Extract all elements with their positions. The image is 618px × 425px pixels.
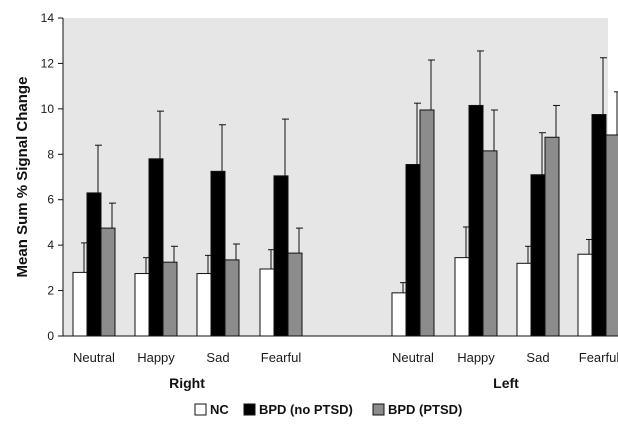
category-label: Happy: [137, 350, 175, 365]
category-label: Sad: [526, 350, 549, 365]
bar-bpd-ptsd: [605, 134, 618, 337]
bar-nc: [516, 262, 532, 337]
bar-bpd-no-ptsd: [148, 158, 164, 337]
bar-bpd-ptsd: [287, 252, 303, 337]
category-label: Fearful: [261, 350, 302, 365]
bar-nc: [134, 273, 150, 337]
category-label: Fearful: [579, 350, 618, 365]
y-tick-label: 10: [41, 102, 55, 116]
bar-bpd-no-ptsd: [405, 164, 421, 337]
bar-nc: [577, 253, 593, 337]
bar-bpd-ptsd: [224, 259, 240, 337]
bar-bpd-no-ptsd: [468, 104, 484, 337]
bar-bpd-no-ptsd: [530, 174, 546, 337]
y-tick-label: 4: [47, 238, 54, 252]
bar-nc: [391, 292, 407, 337]
bar-nc: [196, 273, 212, 337]
category-label: Sad: [206, 350, 229, 365]
bar-nc: [454, 257, 470, 337]
bar-bpd-no-ptsd: [273, 175, 289, 337]
legend-swatch: [243, 403, 256, 416]
y-tick-label: 6: [47, 193, 54, 207]
legend-label: BPD (PTSD): [388, 402, 462, 417]
bar-nc: [72, 271, 88, 337]
bar-bpd-ptsd: [162, 261, 178, 337]
bar-bpd-ptsd: [482, 150, 498, 337]
y-tick-label: 2: [47, 284, 54, 298]
bar-bpd-ptsd: [419, 109, 435, 337]
y-tick-label: 8: [47, 147, 54, 161]
bar-nc: [259, 268, 275, 337]
category-label: Neutral: [392, 350, 434, 365]
legend-label: BPD (no PTSD): [259, 402, 353, 417]
y-tick-label: 0: [47, 329, 54, 343]
category-label: Happy: [457, 350, 495, 365]
bar-bpd-ptsd: [544, 136, 560, 337]
bar-bpd-no-ptsd: [210, 170, 226, 337]
bar-bpd-no-ptsd: [86, 192, 102, 337]
y-axis-label: Mean Sum % Signal Change: [14, 77, 31, 278]
group-label: Right: [169, 375, 205, 391]
y-tick-label: 12: [41, 56, 55, 70]
category-label: Neutral: [73, 350, 115, 365]
bar-bpd-ptsd: [100, 227, 116, 337]
legend-label: NC: [210, 402, 229, 417]
legend-swatch: [194, 403, 207, 416]
legend-swatch: [372, 403, 385, 416]
bar-bpd-no-ptsd: [591, 114, 607, 337]
group-label: Left: [493, 375, 519, 391]
y-tick-label: 14: [41, 11, 55, 25]
